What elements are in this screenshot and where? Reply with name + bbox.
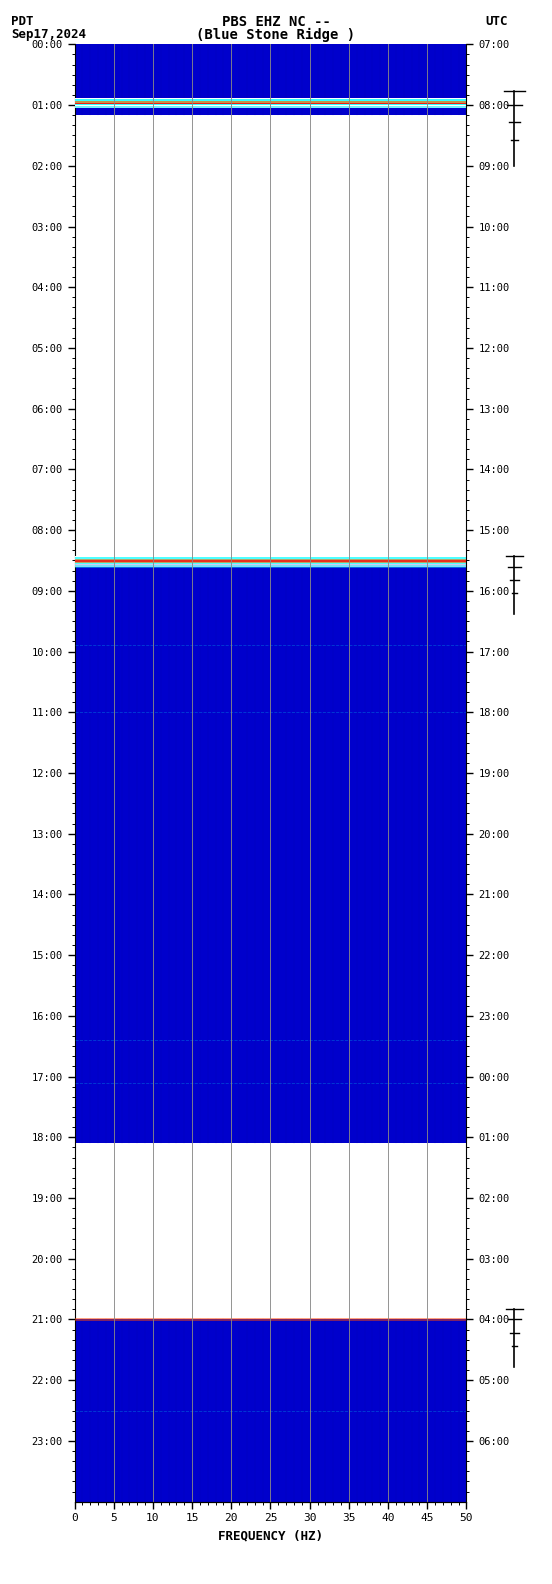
Bar [75,564,466,567]
Bar [75,98,466,105]
Bar [75,559,466,562]
Bar [75,561,466,562]
Text: Sep17,2024: Sep17,2024 [11,27,86,41]
Bar [75,556,466,564]
Bar [75,98,466,106]
X-axis label: FREQUENCY (HZ): FREQUENCY (HZ) [218,1529,323,1541]
Bar [75,1319,466,1502]
Bar [75,101,466,105]
Text: UTC: UTC [486,14,508,29]
Bar [75,106,466,108]
Bar [75,565,466,567]
Bar [75,1318,466,1321]
Text: (Blue Stone Ridge ): (Blue Stone Ridge ) [197,27,355,41]
Bar [75,561,466,1144]
Text: PBS EHZ NC --: PBS EHZ NC -- [221,14,331,29]
Text: PDT: PDT [11,14,34,29]
Bar [75,105,466,108]
Bar [75,44,466,116]
Bar [75,558,466,564]
